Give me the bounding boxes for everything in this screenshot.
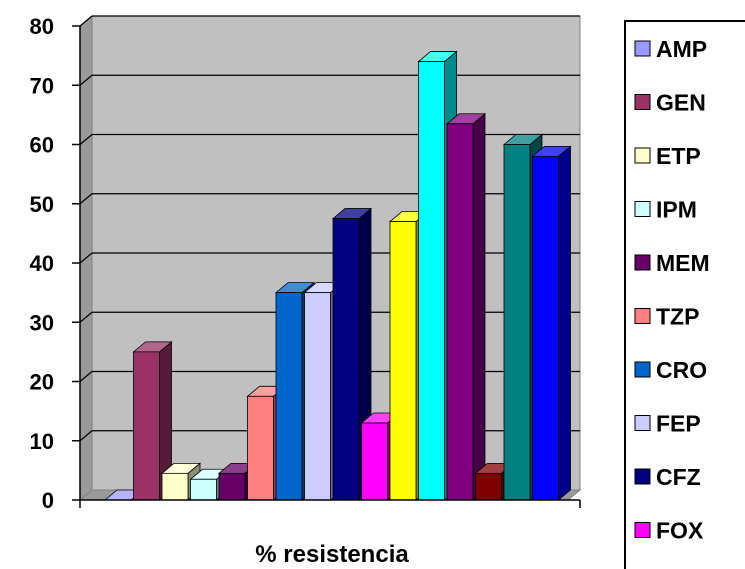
bar-front	[133, 351, 160, 501]
bar-front	[161, 472, 189, 501]
bar-front	[218, 472, 246, 501]
bar-front	[475, 472, 502, 501]
legend-label: AMP	[656, 36, 707, 62]
gridline-side	[79, 311, 93, 323]
y-tick-label: 50	[30, 192, 54, 217]
bar-front	[503, 144, 531, 501]
bar-front	[361, 422, 388, 501]
legend-label: MEM	[656, 250, 710, 276]
legend-item: CRO	[634, 357, 707, 383]
bar-front	[332, 218, 360, 501]
bar-front	[532, 155, 559, 501]
legend-label: ETP	[656, 143, 701, 169]
bar-side	[472, 112, 486, 501]
gridline-side	[79, 193, 93, 205]
y-tick-label: 10	[30, 429, 54, 454]
legend-item: FOX	[634, 518, 704, 544]
y-tick-label: 30	[30, 310, 54, 335]
gridline-side	[79, 74, 93, 86]
legend-swatch	[634, 361, 651, 378]
bar	[331, 207, 373, 501]
legend-label: TZP	[656, 304, 699, 330]
bars	[103, 50, 572, 501]
gridline-side	[79, 134, 93, 145]
gridline-side	[79, 252, 93, 264]
y-tick-label: 40	[30, 251, 54, 276]
x-axis	[79, 499, 581, 508]
legend-item: MEM	[634, 250, 710, 276]
legend-label: FEP	[656, 411, 701, 437]
legend-swatch	[634, 201, 651, 217]
bar-front	[190, 478, 217, 501]
legend-item: GEN	[634, 90, 706, 116]
bar-side	[558, 145, 571, 501]
bar-front	[275, 292, 303, 501]
y-tick-label: 80	[30, 14, 54, 39]
gridline-side	[79, 430, 93, 442]
legend-label: CRO	[656, 357, 707, 383]
bar	[246, 385, 287, 501]
x-axis-label: % resistencia	[255, 541, 409, 568]
y-tick-label: 60	[30, 133, 54, 158]
bar	[132, 341, 173, 501]
legend-item: FEP	[634, 411, 701, 437]
y-tick-label: 70	[30, 73, 54, 98]
legend-item: IPM	[634, 197, 697, 223]
y-tick-label: 20	[30, 370, 54, 395]
legend-item: ETP	[634, 143, 701, 169]
legend-item: CFZ	[634, 464, 701, 490]
legend-swatch	[634, 147, 651, 164]
legend-swatch	[634, 522, 651, 538]
y-axis: 0 10 20 30 40 50 60 70 80	[30, 14, 81, 513]
legend-swatch	[634, 254, 651, 271]
gridline-side	[79, 15, 93, 27]
bar-front	[247, 395, 274, 501]
y-tick-label: 0	[42, 488, 54, 513]
legend-label: IPM	[656, 197, 697, 223]
legend-label: CFZ	[656, 464, 701, 490]
legend-swatch	[634, 308, 651, 324]
bar-front	[304, 292, 331, 501]
bar	[531, 145, 572, 501]
gridline-side	[79, 371, 93, 382]
bar-front	[389, 221, 417, 501]
legend-item: AMP	[634, 36, 707, 62]
legend-swatch	[634, 415, 651, 431]
legend-swatch	[634, 468, 651, 485]
legend-swatch	[634, 94, 651, 110]
legend-item: TZP	[634, 304, 699, 330]
legend-swatch	[634, 40, 651, 57]
bar-front	[446, 123, 474, 501]
bar-front	[418, 61, 445, 501]
bar	[445, 112, 487, 501]
legend-label: GEN	[656, 90, 706, 116]
legend-label: FOX	[656, 518, 704, 544]
legend: AMP GEN ETP IPM MEM TZP CRO FEP CFZ FOX	[624, 20, 745, 569]
